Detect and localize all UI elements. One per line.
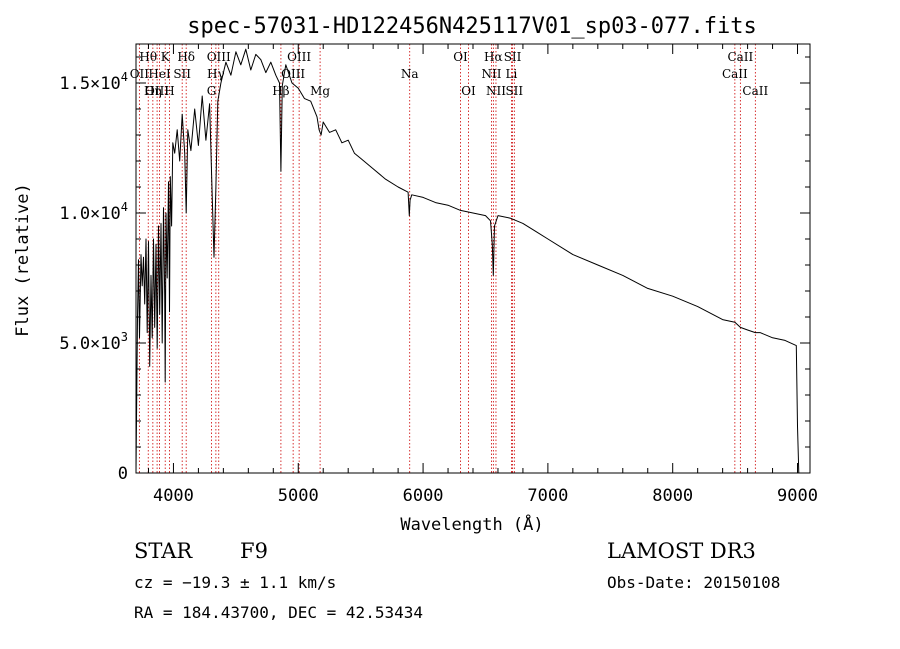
x-tick-label-7000: 7000 <box>527 486 568 506</box>
object-class: STAR <box>134 539 193 563</box>
observation-date: Obs-Date: 20150108 <box>607 573 781 592</box>
y-tick-label-15000: 1.5×104 <box>59 70 128 94</box>
line-label-26: CaII <box>727 50 753 64</box>
line-label-8: Hδ <box>177 50 195 64</box>
survey-name: LAMOST DR3 <box>607 539 756 563</box>
line-label-6: SII <box>173 67 191 81</box>
line-label-3: OIII <box>145 84 169 98</box>
line-label-12: Hβ <box>272 84 289 98</box>
line-label-27: CaII <box>742 84 768 98</box>
x-tick-label-5000: 5000 <box>278 486 319 506</box>
line-label-15: Mg <box>310 84 330 98</box>
line-label-2: Hη <box>144 84 162 98</box>
line-label-1: OII <box>130 67 150 81</box>
x-tick-label-6000: 6000 <box>403 486 444 506</box>
y-tick-label-5000: 5.0×103 <box>59 330 128 354</box>
x-tick-label-9000: 9000 <box>777 486 818 506</box>
line-label-7: H <box>164 84 174 98</box>
object-subclass: F9 <box>240 539 268 563</box>
line-label-20: NII <box>481 67 501 81</box>
x-axis-label: Wavelength (Å) <box>400 513 543 535</box>
chart-title: spec-57031-HD122456N425117V01_sp03-077.f… <box>187 14 757 39</box>
line-label-5: K <box>161 50 171 64</box>
line-label-22: SII <box>504 50 522 64</box>
x-tick-label-8000: 8000 <box>652 486 693 506</box>
spectrum-line <box>135 48 800 474</box>
line-label-21: NII <box>486 84 506 98</box>
line-label-14: OIII <box>281 67 305 81</box>
y-axis-label: Flux (relative) <box>13 183 33 337</box>
line-label-4: HeI <box>148 67 171 81</box>
y-tick-label-10000: 1.0×104 <box>59 200 128 224</box>
line-label-18: OI <box>461 84 476 98</box>
coordinates: RA = 184.43700, DEC = 42.53434 <box>134 603 423 622</box>
line-label-16: Na <box>401 67 419 81</box>
y-tick-label-0: 0 <box>118 464 128 484</box>
line-label-23: Li <box>506 67 518 81</box>
line-label-17: OI <box>453 50 468 64</box>
line-label-24: SII <box>505 84 523 98</box>
redshift-value: cz = −19.3 ± 1.1 km/s <box>134 573 337 592</box>
line-label-11: G <box>207 84 217 98</box>
line-label-25: CaII <box>722 67 748 81</box>
x-tick-label-4000: 4000 <box>153 486 194 506</box>
line-label-0: Hθ <box>139 50 157 64</box>
line-label-10: Hγ <box>207 67 225 81</box>
plot-frame <box>135 43 811 474</box>
line-label-19: Hα <box>484 50 503 64</box>
line-label-13: OIII <box>287 50 311 64</box>
line-label-9: OIII <box>207 50 231 64</box>
